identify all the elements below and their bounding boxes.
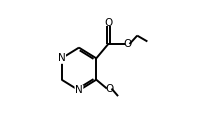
Text: O: O	[105, 84, 113, 94]
Text: N: N	[75, 85, 83, 95]
Text: O: O	[104, 18, 112, 28]
Text: N: N	[58, 53, 66, 63]
Text: O: O	[123, 39, 131, 49]
